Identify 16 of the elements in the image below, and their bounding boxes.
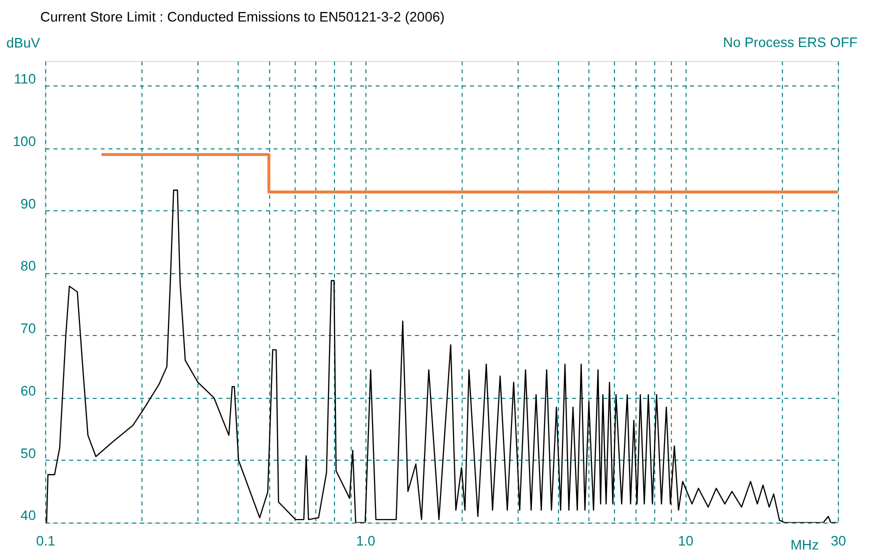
text: No Process ERS OFF — [723, 35, 858, 50]
y-tick-label: 50 — [20, 446, 36, 461]
y-tick-label: 60 — [20, 383, 36, 398]
x-tick-label: 1.0 — [356, 534, 376, 549]
x-tick-label: 10 — [678, 534, 694, 549]
y-tick-label: 40 — [20, 508, 36, 524]
y-tick-label: 70 — [20, 321, 36, 336]
y-tick-label: 100 — [12, 134, 36, 149]
y-tick-label: 80 — [20, 258, 36, 274]
y-tick-label: 110 — [14, 71, 36, 86]
x-tick-label: 0.1 — [36, 534, 56, 549]
x-axis-title: MHz — [790, 538, 819, 553]
chart-title: Current Store Limit : Conducted Emissions to EN50121-3-2 (2006) — [40, 10, 445, 25]
y-tick-label: 90 — [20, 196, 36, 212]
y-axis-title: dBuV — [6, 36, 41, 51]
x-tick-label: 30 — [830, 534, 846, 549]
